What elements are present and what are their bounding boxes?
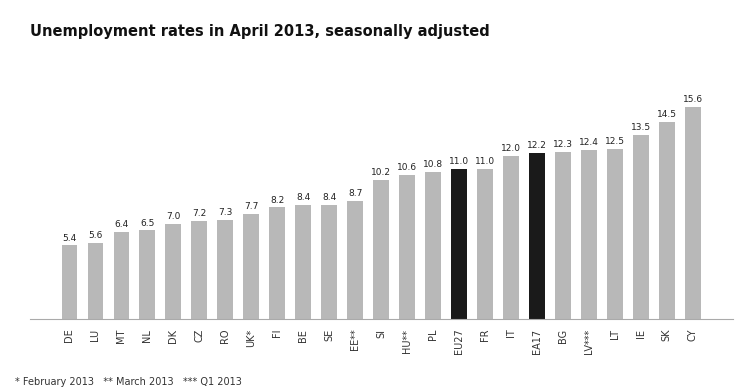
Bar (373, 180, 389, 319)
Text: 13.5: 13.5 (630, 123, 651, 132)
Text: 15.6: 15.6 (683, 95, 703, 104)
Text: 12.4: 12.4 (579, 138, 599, 147)
Text: 12.3: 12.3 (553, 140, 573, 149)
Bar (87, 243, 103, 319)
Bar (166, 224, 181, 319)
Text: 8.4: 8.4 (322, 193, 336, 202)
Bar (633, 135, 649, 319)
Bar (192, 221, 207, 319)
Bar (347, 201, 363, 319)
Text: 14.5: 14.5 (657, 110, 677, 119)
Text: 12.2: 12.2 (527, 141, 547, 150)
Text: 7.2: 7.2 (192, 209, 206, 218)
Text: 12.0: 12.0 (501, 144, 521, 153)
Text: 6.4: 6.4 (114, 220, 129, 229)
Bar (243, 214, 259, 319)
Bar (321, 205, 337, 319)
Text: 8.2: 8.2 (270, 196, 284, 205)
Text: 8.7: 8.7 (348, 189, 363, 198)
Bar (295, 205, 311, 319)
Text: 11.0: 11.0 (449, 158, 469, 166)
Bar (425, 172, 441, 319)
Text: 7.0: 7.0 (166, 212, 181, 221)
Bar (113, 232, 129, 319)
Text: 11.0: 11.0 (475, 158, 495, 166)
Bar (218, 219, 233, 319)
Text: 7.7: 7.7 (244, 202, 258, 212)
Text: 7.3: 7.3 (218, 208, 232, 217)
Bar (269, 207, 285, 319)
Bar (659, 121, 675, 319)
Text: Unemployment rates in April 2013, seasonally adjusted: Unemployment rates in April 2013, season… (30, 24, 489, 39)
Bar (400, 175, 415, 319)
Text: 6.5: 6.5 (140, 219, 155, 228)
Bar (61, 245, 77, 319)
Bar (451, 169, 467, 319)
Text: 5.4: 5.4 (62, 234, 76, 243)
Text: 5.6: 5.6 (88, 231, 103, 240)
Text: * February 2013   ** March 2013   *** Q1 2013: * February 2013 ** March 2013 *** Q1 201… (15, 377, 242, 387)
Text: 10.8: 10.8 (423, 160, 443, 169)
Bar (607, 149, 622, 319)
Bar (140, 230, 155, 319)
Text: 10.6: 10.6 (397, 163, 417, 172)
Text: 8.4: 8.4 (296, 193, 310, 202)
Bar (685, 107, 701, 319)
Bar (477, 169, 493, 319)
Bar (555, 151, 571, 319)
Bar (529, 153, 545, 319)
Bar (581, 150, 596, 319)
Text: 10.2: 10.2 (371, 168, 391, 177)
Text: 12.5: 12.5 (605, 137, 625, 146)
Bar (503, 156, 519, 319)
